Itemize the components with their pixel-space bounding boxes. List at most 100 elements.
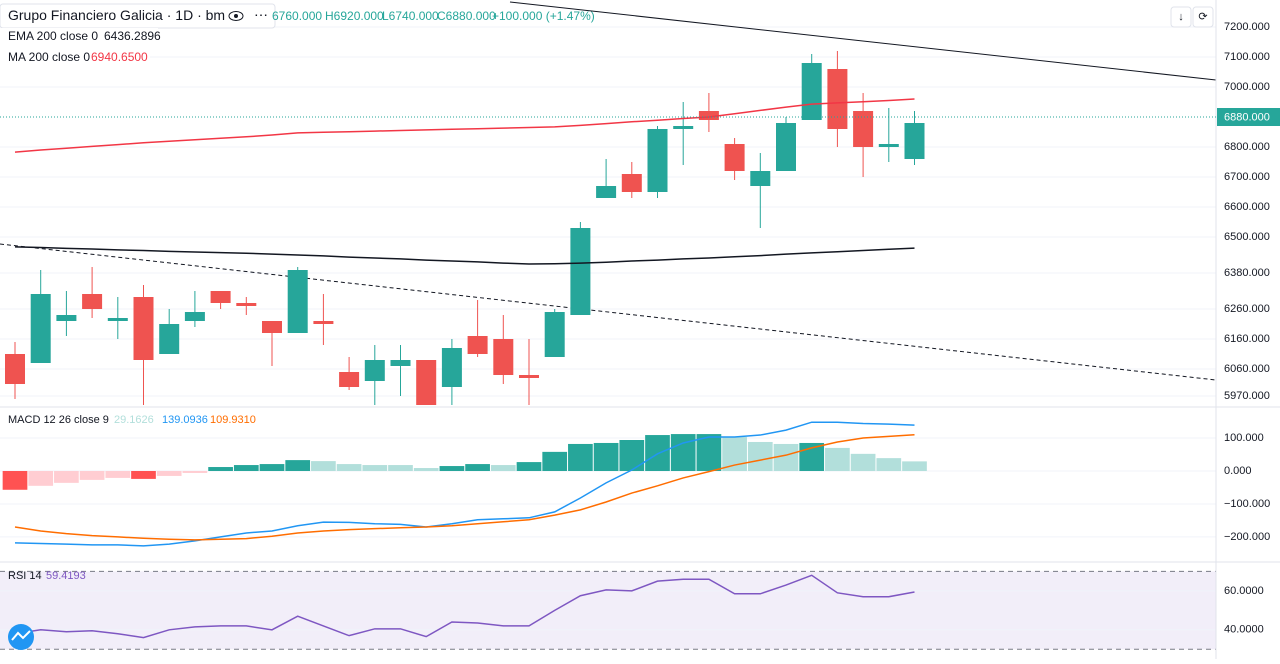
candle-body: [750, 171, 771, 186]
ma-value: 6940.6500: [91, 50, 148, 64]
candle-body: [262, 321, 282, 333]
more-icon[interactable]: ⋯: [254, 7, 268, 23]
histogram-bar: [825, 447, 850, 471]
histogram-bar: [439, 466, 465, 471]
ohlc-value: H6920.000: [325, 9, 384, 23]
histogram-bar: [593, 442, 619, 471]
logo-mark: [11, 630, 31, 641]
candle-body: [30, 294, 51, 363]
histogram-bar: [2, 470, 28, 490]
marks: [2, 51, 927, 639]
eye-icon[interactable]: [228, 11, 244, 21]
ohlc-value: C6880.000: [437, 9, 496, 23]
reset-button[interactable]: [1192, 6, 1214, 28]
ema-label: EMA 200 close 0: [8, 29, 98, 43]
candle-body: [236, 303, 257, 306]
candle-body: [853, 111, 874, 147]
histogram-bar: [619, 440, 645, 471]
chart-title: Grupo Financiero Galicia · 1D · bm: [8, 7, 225, 23]
histogram-bar: [105, 470, 131, 478]
y-tick-label: 6260.000: [1224, 303, 1270, 315]
histogram-bar: [542, 451, 568, 471]
candle-body: [493, 339, 514, 375]
histogram-bar: [233, 465, 259, 471]
y-tick-label: 7100.000: [1224, 51, 1270, 63]
y-tick-label: 6600.000: [1224, 201, 1270, 213]
candle-body: [467, 336, 488, 354]
legends: MACD 12 26 close 9 29.1626 139.0936 109.931…: [8, 414, 256, 582]
y-tick-label: 6060.000: [1224, 363, 1270, 375]
histogram-bar: [208, 467, 233, 471]
last-price-label: 6880.000: [1224, 111, 1270, 123]
candle-body: [441, 348, 462, 387]
candle-body: [673, 126, 694, 129]
ema-value: 6436.2896: [104, 29, 161, 43]
y-tick-label: 6160.000: [1224, 333, 1270, 345]
candle-body: [210, 291, 231, 303]
grid: [0, 26, 1216, 650]
line: [14, 98, 915, 153]
histogram-bar: [490, 465, 516, 471]
candles: [5, 51, 925, 405]
pane-title: MACD 12 26 close 9: [8, 414, 109, 426]
candle-body: [159, 324, 180, 354]
line: [14, 421, 915, 547]
legend-value: 139.0936: [162, 414, 208, 426]
scroll-icon[interactable]: ↓: [1178, 11, 1184, 23]
candle-body: [107, 318, 128, 321]
candle-body: [801, 63, 822, 120]
histogram-bar: [645, 435, 670, 471]
histogram-bar: [413, 468, 439, 471]
legend-box: [0, 28, 158, 46]
histogram-bar: [850, 453, 876, 471]
reset-icon[interactable]: ⟳: [1198, 11, 1207, 23]
ohlc: 6760.000 H6920.000L6740.000C6880.000+100.…: [272, 9, 595, 23]
histogram-bar: [311, 461, 336, 471]
histogram-bar: [336, 464, 362, 471]
histogram-bar: [259, 464, 285, 471]
histogram-bar: [902, 461, 927, 471]
y-tick-label: −200.000: [1224, 531, 1270, 543]
rsi-band: [0, 571, 1216, 650]
candle-body: [647, 129, 668, 192]
y-tick-label: 5970.000: [1224, 390, 1270, 402]
histogram-bar: [388, 465, 413, 471]
legend-value: 109.9310: [210, 414, 256, 426]
candle-body: [878, 144, 899, 147]
candle-body: [184, 312, 205, 321]
y-tick-label: 60.0000: [1224, 585, 1264, 597]
y-tick-label: 6500.000: [1224, 231, 1270, 243]
pane-title: RSI 14: [8, 570, 42, 582]
legend-value: 59.4193: [46, 570, 86, 582]
candle-body: [904, 123, 925, 159]
line: [14, 574, 915, 639]
candle-body: [82, 294, 103, 309]
last-price-box: [1217, 108, 1280, 126]
histogram-bar: [182, 470, 208, 473]
y-tick-label: 6700.000: [1224, 171, 1270, 183]
histogram-bar: [696, 434, 722, 471]
y-tick-label: 7000.000: [1224, 81, 1270, 93]
candle-body: [56, 315, 77, 321]
candle-body: [724, 144, 745, 171]
trend-line: [0, 243, 1217, 381]
scroll-button[interactable]: [1170, 6, 1192, 28]
y-tick-label: −100.000: [1224, 498, 1270, 510]
histogram-bar: [465, 464, 490, 471]
trend-line: [509, 1, 1217, 81]
candle-body: [390, 360, 411, 366]
histogram-bar: [670, 434, 696, 471]
candle-body: [339, 372, 360, 387]
ohlc-value: L6740.000: [382, 9, 439, 23]
candle-body: [570, 228, 591, 315]
histogram-bar: [722, 437, 747, 471]
candle-body: [621, 174, 642, 192]
ohlc-value: +100.000 (+1.47%): [492, 9, 595, 23]
histogram-bar: [876, 458, 902, 471]
candle-body: [596, 186, 617, 198]
y-tick-label: 40.0000: [1224, 624, 1264, 636]
histogram-bar: [516, 462, 542, 471]
